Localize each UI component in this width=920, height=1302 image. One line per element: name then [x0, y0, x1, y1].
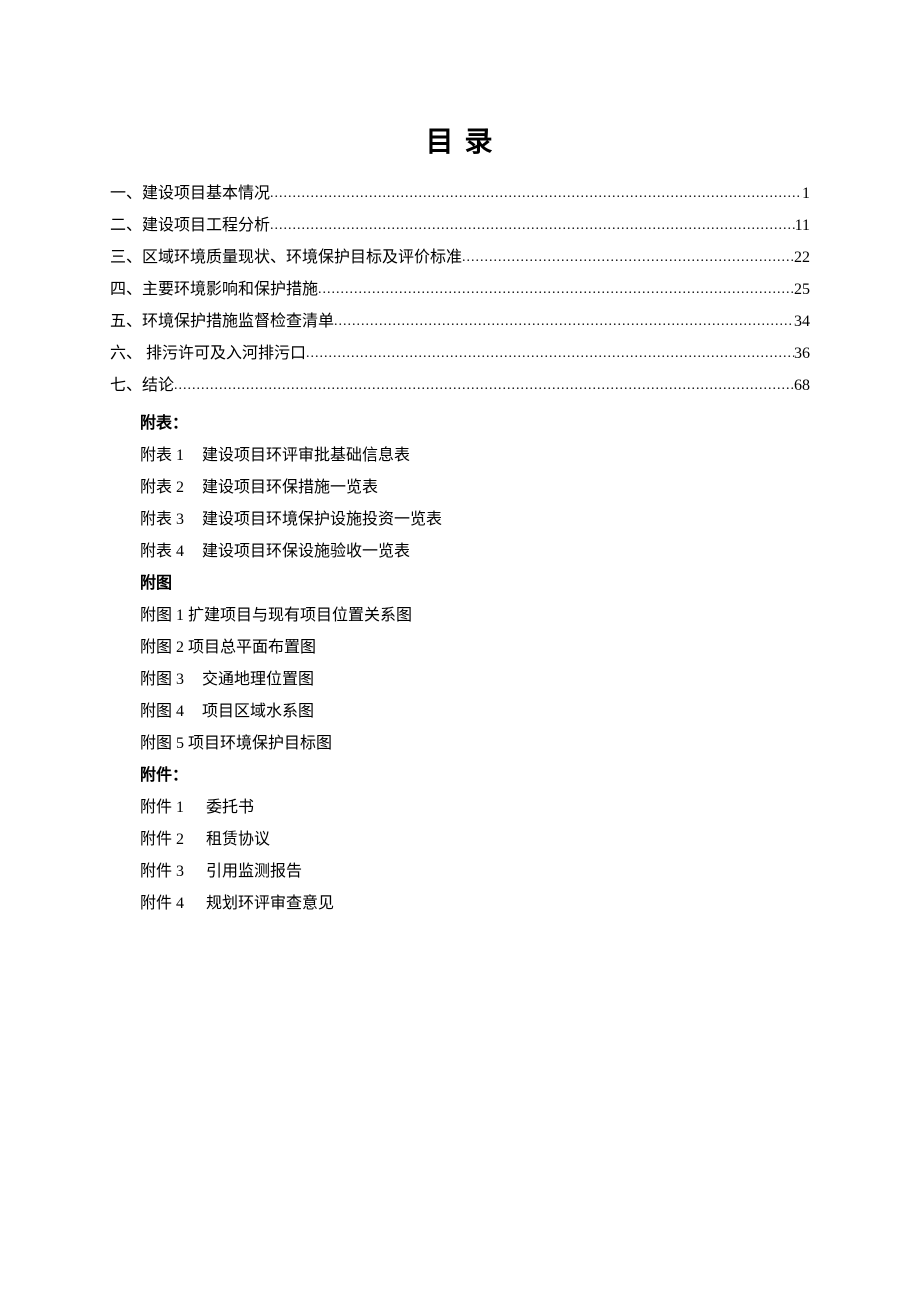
appendix-figure-item-text: 项目总平面布置图 — [188, 632, 316, 664]
appendix-table-item-text: 建设项目环保措施一览表 — [202, 472, 378, 504]
toc-label: 二、建设项目工程分析 — [110, 210, 270, 242]
appendix-figure-item-number: 附图 2 — [140, 632, 184, 664]
appendix-file-item-text: 租赁协议 — [206, 824, 270, 856]
table-of-contents: 一、建设项目基本情况 1 二、建设项目工程分析 11 三、区域环境质量现状、环境… — [110, 178, 810, 402]
appendix-table-item-number: 附表 1 — [140, 440, 184, 472]
toc-page-number: 1 — [802, 178, 810, 210]
appendix-table-item-text: 建设项目环保设施验收一览表 — [202, 536, 410, 568]
appendix-file-item-number: 附件 2 — [140, 824, 184, 856]
appendix-file-item-number: 附件 3 — [140, 856, 184, 888]
appendix-file-item-text: 引用监测报告 — [206, 856, 302, 888]
toc-label: 三、区域环境质量现状、环境保护目标及评价标准 — [110, 242, 462, 274]
toc-entry: 二、建设项目工程分析 11 — [110, 210, 810, 242]
appendix-file-item-number: 附件 4 — [140, 888, 184, 920]
appendix-figure-item: 附图 5项目环境保护目标图 — [140, 728, 810, 760]
appendix-table-item: 附表 3 建设项目环境保护设施投资一览表 — [140, 504, 810, 536]
toc-leader-dots — [318, 276, 794, 304]
appendix-figure-item-text: 项目环境保护目标图 — [188, 728, 332, 760]
appendix-figure-item-text: 交通地理位置图 — [202, 664, 314, 696]
toc-leader-dots — [174, 372, 794, 400]
toc-page-number: 34 — [794, 306, 810, 338]
appendix-file-item-text: 规划环评审查意见 — [206, 888, 334, 920]
toc-page-number: 22 — [794, 242, 810, 274]
toc-entry: 一、建设项目基本情况 1 — [110, 178, 810, 210]
toc-leader-dots — [334, 308, 794, 336]
toc-label: 四、主要环境影响和保护措施 — [110, 274, 318, 306]
appendix-tables-section: 附表： 附表 1 建设项目环评审批基础信息表附表 2 建设项目环保措施一览表附表 3… — [110, 408, 810, 568]
toc-leader-dots — [462, 244, 794, 272]
toc-leader-dots — [306, 340, 794, 368]
toc-entry: 六、 排污许可及入河排污口 36 — [110, 338, 810, 370]
appendix-files-section: 附件： 附件 1 委托书附件 2 租赁协议附件 3 引用监测报告附件 4 规划环评审查意… — [110, 760, 810, 920]
appendix-file-item: 附件 2 租赁协议 — [140, 824, 810, 856]
appendix-figure-item-number: 附图 1 — [140, 600, 184, 632]
toc-label: 七、结论 — [110, 370, 174, 402]
toc-leader-dots — [270, 212, 795, 240]
toc-entry: 四、主要环境影响和保护措施 25 — [110, 274, 810, 306]
appendix-table-item: 附表 2 建设项目环保措施一览表 — [140, 472, 810, 504]
appendix-figure-item-number: 附图 5 — [140, 728, 184, 760]
toc-entry: 五、环境保护措施监督检查清单 34 — [110, 306, 810, 338]
toc-label: 一、建设项目基本情况 — [110, 178, 270, 210]
appendix-figures-header: 附图 — [140, 568, 810, 600]
appendix-table-item-text: 建设项目环评审批基础信息表 — [202, 440, 410, 472]
toc-page-number: 36 — [794, 338, 810, 370]
appendix-file-item-number: 附件 1 — [140, 792, 184, 824]
appendix-file-item: 附件 4 规划环评审查意见 — [140, 888, 810, 920]
toc-entry: 三、区域环境质量现状、环境保护目标及评价标准 22 — [110, 242, 810, 274]
appendix-figure-item-number: 附图 4 — [140, 696, 184, 728]
appendix-file-item: 附件 3 引用监测报告 — [140, 856, 810, 888]
toc-entry: 七、结论 68 — [110, 370, 810, 402]
appendix-file-item: 附件 1 委托书 — [140, 792, 810, 824]
appendix-figure-item: 附图 1扩建项目与现有项目位置关系图 — [140, 600, 810, 632]
toc-page-number: 68 — [794, 370, 810, 402]
appendix-table-item-number: 附表 3 — [140, 504, 184, 536]
toc-page-number: 11 — [795, 210, 810, 242]
appendix-table-item: 附表 4 建设项目环保设施验收一览表 — [140, 536, 810, 568]
toc-label: 六、 排污许可及入河排污口 — [110, 338, 306, 370]
appendix-figures-section: 附图 附图 1扩建项目与现有项目位置关系图附图 2项目总平面布置图附图 3 交通地… — [110, 568, 810, 760]
appendix-tables-header: 附表： — [140, 408, 810, 440]
appendix-files-header: 附件： — [140, 760, 810, 792]
toc-leader-dots — [270, 180, 802, 208]
appendix-figure-item: 附图 3 交通地理位置图 — [140, 664, 810, 696]
appendix-figure-item-text: 项目区域水系图 — [202, 696, 314, 728]
page-title: 目 录 — [110, 120, 810, 160]
appendix-table-item-text: 建设项目环境保护设施投资一览表 — [202, 504, 442, 536]
appendix-figure-item: 附图 4 项目区域水系图 — [140, 696, 810, 728]
toc-label: 五、环境保护措施监督检查清单 — [110, 306, 334, 338]
appendix-figure-item: 附图 2项目总平面布置图 — [140, 632, 810, 664]
appendix-file-item-text: 委托书 — [206, 792, 254, 824]
appendix-table-item-number: 附表 2 — [140, 472, 184, 504]
toc-page-number: 25 — [794, 274, 810, 306]
appendix-table-item-number: 附表 4 — [140, 536, 184, 568]
appendix-figure-item-number: 附图 3 — [140, 664, 184, 696]
appendix-table-item: 附表 1 建设项目环评审批基础信息表 — [140, 440, 810, 472]
appendix-figure-item-text: 扩建项目与现有项目位置关系图 — [188, 600, 412, 632]
